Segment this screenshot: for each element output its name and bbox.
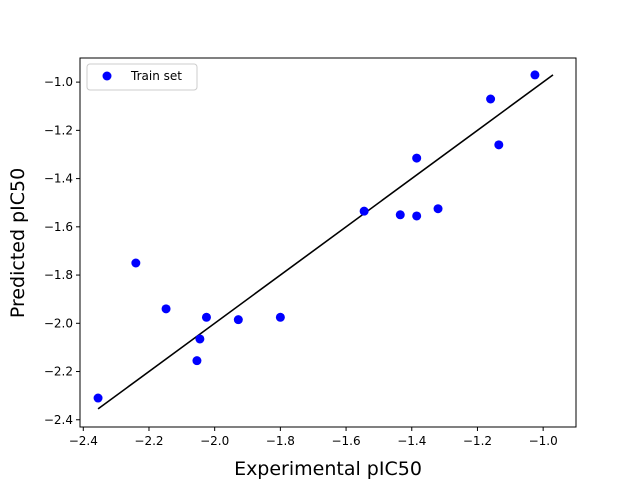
y-axis-ticks: −2.4 −2.2 −2.0 −1.8 −1.6 −1.4 −1.2 −1.0 [44, 75, 80, 427]
legend-box [86, 63, 198, 91]
y-tick-label: −1.8 [44, 268, 73, 282]
data-point [395, 210, 405, 220]
y-tick-label: −2.0 [44, 316, 73, 330]
x-tick-label: −2.0 [200, 434, 229, 448]
reference-line-layer [97, 74, 554, 410]
data-point [359, 206, 369, 216]
data-point [233, 315, 243, 325]
x-axis-label: Experimental pIC50 [234, 458, 422, 480]
y-tick-label: −1.6 [44, 220, 73, 234]
data-point [433, 204, 443, 214]
y-tick-label: −2.4 [44, 413, 73, 427]
legend-marker [102, 71, 112, 81]
data-point [161, 304, 171, 314]
y-tick-label: −1.0 [44, 75, 73, 89]
y-tick-label: −2.2 [44, 365, 73, 379]
x-axis-ticks: −2.4 −2.2 −2.0 −1.8 −1.6 −1.4 −1.2 −1.0 [69, 427, 558, 448]
data-point [486, 94, 496, 104]
legend: Train set [86, 63, 198, 91]
x-tick-label: −1.4 [397, 434, 426, 448]
data-points-layer [93, 70, 540, 403]
reference-line [97, 74, 554, 410]
data-point [201, 312, 211, 322]
data-point [494, 140, 504, 150]
plot-frame [79, 57, 577, 428]
x-tick-label: −1.0 [529, 434, 558, 448]
data-point [412, 211, 422, 221]
y-axis-label: Predicted pIC50 [7, 168, 29, 318]
data-point [93, 393, 103, 403]
y-tick-label: −1.4 [44, 172, 73, 186]
data-point [412, 153, 422, 163]
x-tick-label: −1.2 [463, 434, 492, 448]
legend-label: Train set [130, 69, 182, 83]
y-tick-label: −1.2 [44, 123, 73, 137]
data-point [192, 356, 202, 366]
data-point [530, 70, 540, 80]
x-tick-label: −2.2 [134, 434, 163, 448]
data-point [275, 312, 285, 322]
data-point [131, 258, 141, 268]
x-tick-label: −1.6 [331, 434, 360, 448]
x-tick-label: −1.8 [266, 434, 295, 448]
x-tick-label: −2.4 [69, 434, 98, 448]
data-point [195, 334, 205, 344]
